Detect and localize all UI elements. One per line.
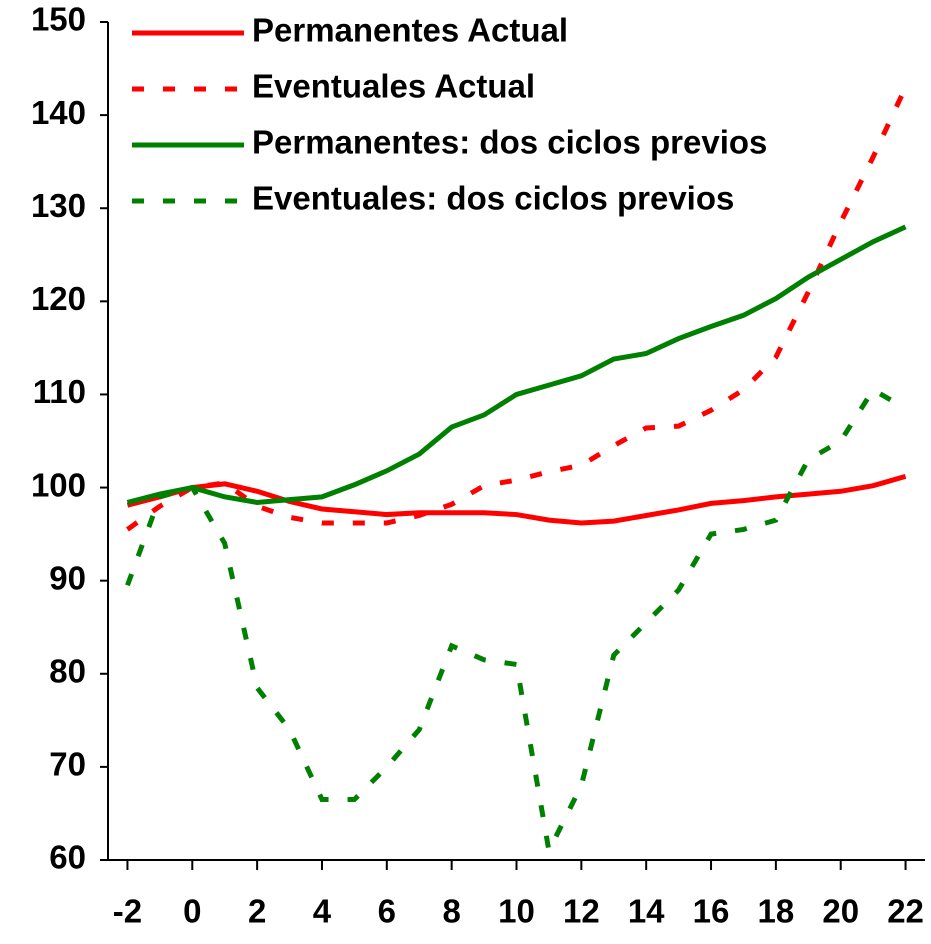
x-tick-label: 2: [248, 893, 266, 930]
x-tick-label: 8: [442, 893, 460, 930]
y-tick-label: 100: [31, 466, 86, 503]
x-tick-label: 10: [498, 893, 535, 930]
y-tick-label: 110: [33, 373, 86, 410]
series-line: [125, 86, 908, 532]
legend-label: Permanentes: dos ciclos previos: [252, 124, 767, 161]
legend-label: Eventuales: dos ciclos previos: [252, 180, 734, 217]
series-line: [126, 473, 907, 526]
series-line: [125, 386, 907, 859]
legend-label: Permanentes Actual: [252, 12, 568, 49]
x-tick-label: 6: [378, 893, 396, 930]
x-tick-label: 22: [887, 893, 924, 930]
legend-label: Eventuales Actual: [252, 68, 535, 105]
x-tick-label: 16: [693, 893, 730, 930]
x-tick-label: 12: [563, 893, 600, 930]
x-tick-label: 20: [822, 893, 859, 930]
x-tick-label: 0: [183, 893, 201, 930]
y-tick-label: 140: [31, 94, 86, 131]
y-tick-label: 90: [49, 559, 86, 596]
series-line: [126, 224, 907, 505]
x-tick-label: 14: [628, 893, 665, 930]
x-tick-label: 4: [313, 893, 332, 930]
x-tick-label: 18: [758, 893, 795, 930]
y-tick-label: 70: [49, 746, 86, 783]
y-tick-label: 120: [31, 280, 86, 317]
y-tick-label: 80: [49, 652, 86, 689]
y-tick-label: 60: [49, 839, 86, 876]
y-tick-label: 150: [31, 1, 86, 38]
x-tick-label: -2: [113, 893, 142, 930]
y-tick-label: 130: [31, 187, 86, 224]
